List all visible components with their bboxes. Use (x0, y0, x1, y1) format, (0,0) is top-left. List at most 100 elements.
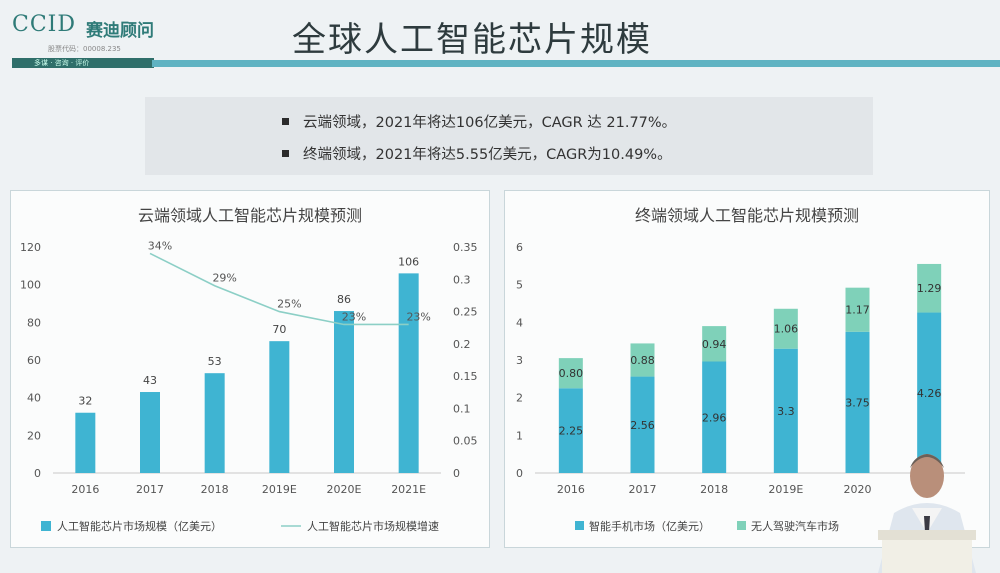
x-tick-label: 2018 (201, 483, 229, 496)
bar-autonomous (773, 308, 798, 349)
data-label: 53 (208, 355, 222, 368)
bullet-text: 云端领域，2021年将达106亿美元，CAGR 达 21.77%。 (303, 115, 677, 131)
y-tick-label: 6 (516, 241, 523, 254)
y2-tick-label: 0.05 (453, 435, 478, 448)
bar-smartphone (917, 312, 942, 473)
x-tick-label: 2020E (327, 483, 362, 496)
data-label: 70 (272, 323, 286, 336)
y-tick-label: 120 (20, 241, 41, 254)
summary-bullet: 云端领域，2021年将达106亿美元，CAGR 达 21.77%。 (282, 111, 676, 132)
terminal-chart-panel: 终端领域人工智能芯片规模预测 0 1 2 3 4 5 6 2.25 0.80 2016 2.56 0.8… (504, 190, 990, 548)
cloud-chart-panel: 云端领域人工智能芯片规模预测 0 20 40 60 80 100 120 0 0.05 0.1 0.1… (10, 190, 490, 548)
data-label: 4.26 (917, 387, 942, 400)
chart-title: 终端领域人工智能芯片规模预测 (635, 206, 859, 225)
y-tick-label: 3 (516, 354, 523, 367)
logo-mark: CCID (12, 12, 76, 37)
bullet-square-icon (282, 117, 289, 125)
legend-swatch (737, 521, 746, 530)
y2-tick-label: 0.15 (453, 370, 478, 383)
legend-swatch (41, 521, 51, 531)
bar (334, 311, 354, 473)
data-label: 1.17 (845, 304, 870, 317)
x-tick-label: 2017 (136, 483, 164, 496)
y2-tick-label: 0.3 (453, 273, 471, 286)
legend-label: 人工智能芯片市场规模（亿美元） (57, 519, 222, 533)
x-tick-label: 2019E (768, 483, 803, 496)
data-label: 0.80 (559, 367, 584, 380)
y2-tick-label: 0 (453, 467, 460, 480)
logo-cn-name: 赛迪顾问 (86, 21, 154, 41)
y-tick-label: 80 (27, 316, 41, 329)
data-label: 32 (78, 395, 92, 408)
legend-label: 人工智能芯片市场规模增速 (307, 519, 439, 533)
growth-label: 29% (212, 272, 236, 285)
data-label: 2.56 (630, 419, 655, 432)
ccid-logo: CCID 赛迪顾问 股票代码：00008.235 多谋 · 咨询 · 评价 (10, 8, 160, 68)
data-label: 1.06 (774, 323, 799, 336)
x-tick-label: 2016 (557, 483, 585, 496)
bullet-text: 终端领域，2021年将达5.55亿美元，CAGR为10.49%。 (303, 147, 672, 163)
legend-swatch (575, 521, 584, 530)
bar (204, 373, 225, 473)
bullet-square-icon (282, 149, 289, 157)
y-tick-label: 100 (20, 279, 41, 292)
bar-autonomous (702, 326, 727, 362)
x-tick-label: 2019E (262, 483, 297, 496)
data-label: 2.96 (702, 411, 727, 424)
growth-label: 23% (406, 310, 430, 323)
y2-tick-label: 0.25 (453, 306, 478, 319)
bar-autonomous (558, 358, 583, 389)
bar-smartphone (630, 376, 655, 473)
bar-autonomous (917, 263, 942, 313)
y-tick-label: 40 (27, 392, 41, 405)
y-tick-label: 60 (27, 354, 41, 367)
y2-tick-label: 0.35 (453, 241, 478, 254)
logo-stock-code: 股票代码：00008.235 (48, 45, 121, 53)
y-tick-label: 1 (516, 429, 523, 442)
x-tick-label: 2018 (700, 483, 728, 496)
data-label: 3.3 (777, 405, 795, 418)
cloud-chart: 云端领域人工智能芯片规模预测 0 20 40 60 80 100 120 0 0.05 0.1 0.1… (20, 206, 478, 533)
bar-smartphone (773, 348, 798, 473)
growth-label: 23% (342, 310, 366, 323)
bar (140, 392, 160, 473)
data-label: 86 (337, 293, 351, 306)
data-label: 1.29 (917, 282, 942, 295)
bar-autonomous (630, 343, 655, 377)
bar-autonomous (845, 287, 870, 332)
x-tick-label: 2020 (844, 483, 872, 496)
terminal-chart: 终端领域人工智能芯片规模预测 0 1 2 3 4 5 6 2.25 0.80 2016 2.56 0.8… (516, 206, 965, 533)
slide-title: 全球人工智能芯片规模 (292, 20, 652, 60)
y2-tick-label: 0.2 (453, 338, 471, 351)
chart-title: 云端领域人工智能芯片规模预测 (138, 206, 362, 225)
summary-bullet: 终端领域，2021年将达5.55亿美元，CAGR为10.49%。 (282, 143, 672, 164)
data-label: 43 (143, 374, 157, 387)
legend-label: 智能手机市场（亿美元） (589, 519, 710, 533)
bar (75, 412, 96, 473)
legend-label: 无人驾驶汽车市场 (751, 519, 839, 533)
growth-line (149, 252, 409, 326)
y-tick-label: 4 (516, 316, 523, 329)
y-tick-label: 0 (34, 467, 41, 480)
y-tick-label: 20 (27, 429, 41, 442)
bar-smartphone (702, 361, 727, 473)
data-label: 0.94 (702, 338, 727, 351)
bar (398, 273, 419, 473)
growth-label: 25% (277, 298, 301, 311)
presenter-photo (878, 454, 976, 573)
bar-smartphone (845, 331, 870, 473)
data-label: 3.75 (845, 396, 870, 409)
y-tick-label: 2 (516, 392, 523, 405)
data-label: 106 (398, 255, 419, 268)
data-label: 2.25 (559, 425, 584, 438)
growth-label: 34% (148, 239, 172, 252)
y2-tick-label: 0.1 (453, 402, 471, 415)
bar (269, 341, 290, 473)
x-tick-label: 2021E (391, 483, 426, 496)
logo-tagline: 多谋 · 咨询 · 评价 (34, 59, 90, 67)
x-tick-label: 2016 (71, 483, 99, 496)
y-tick-label: 0 (516, 467, 523, 480)
y-tick-label: 5 (516, 279, 523, 292)
bar-smartphone (558, 388, 583, 473)
x-tick-label: 2017 (629, 483, 657, 496)
